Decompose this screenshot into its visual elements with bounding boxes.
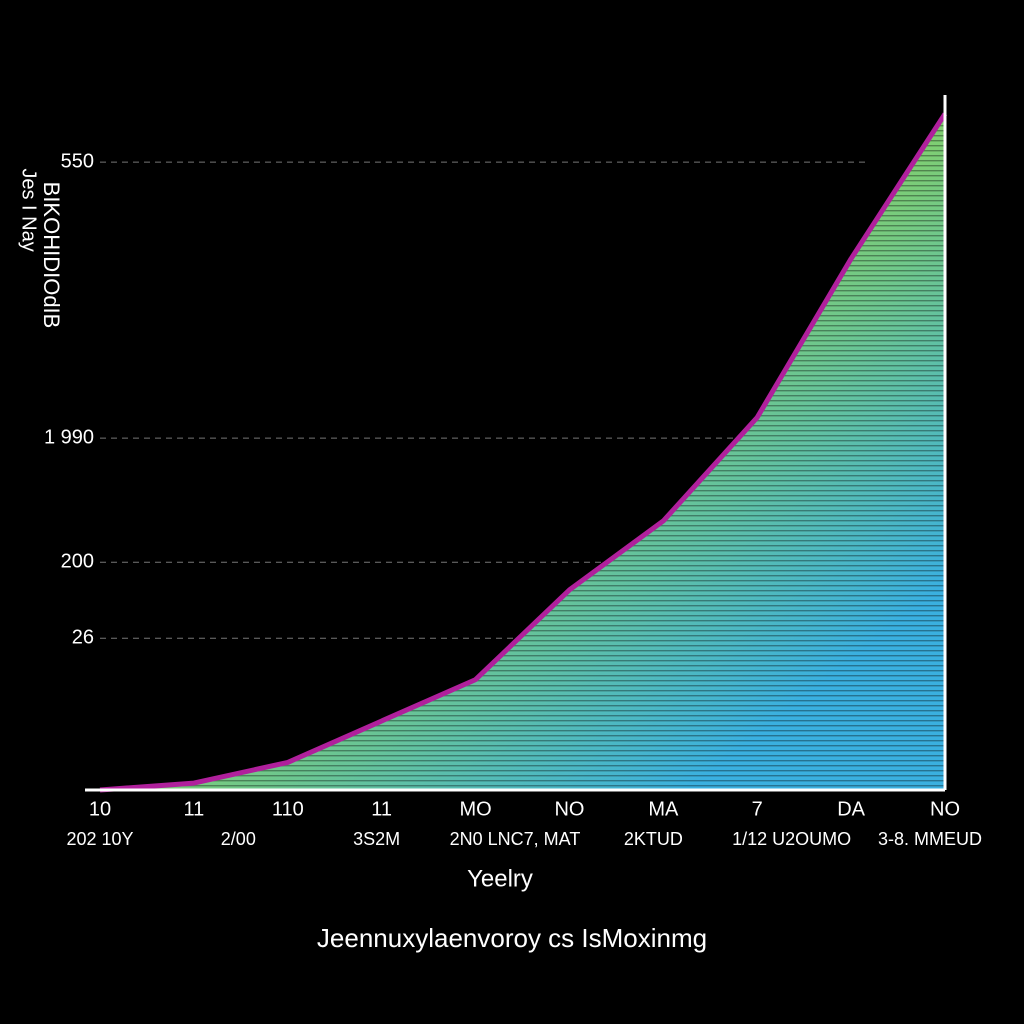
x-sublabel: 2N0 LNC7, MAT (450, 829, 581, 849)
x-tick-label: 11 (184, 798, 205, 820)
y-tick-label: 550 (61, 150, 94, 172)
area-edge (99, 112, 948, 793)
x-tick-label: MA (648, 798, 679, 820)
y-tick-label: 1 990 (44, 426, 94, 448)
x-tick-label: 110 (272, 798, 304, 820)
x-axis-label: Yeelry (467, 865, 533, 892)
x-sublabel: 3S2M (353, 829, 400, 849)
x-sublabel: 1/12 U2OUMO (732, 829, 851, 849)
area-texture (100, 113, 945, 791)
x-tick-label: 11 (371, 798, 392, 820)
x-tick-label: 7 (752, 798, 763, 820)
x-sublabel: 3-8. MMEUD (878, 829, 982, 849)
x-sublabel: 2KTUD (624, 829, 683, 849)
y-axis-label: BIKOHIDIOdIB (39, 182, 64, 329)
chart-title: Jeennuxylaenvoroy cs IsMoxinmg (317, 923, 707, 953)
x-tick-label: DA (837, 798, 865, 820)
y-tick-label: 200 (61, 551, 94, 573)
x-sublabel: 202 10Y (66, 829, 133, 849)
x-tick-label: MO (459, 798, 491, 820)
x-sublabel: 2/00 (221, 829, 256, 849)
x-tick-label: NO (930, 798, 960, 820)
y-axis-label-2: Jes I Nay (18, 168, 40, 251)
y-tick-label: 26 (72, 626, 94, 648)
x-tick-label: 10 (89, 798, 111, 820)
x-tick-label: NO (554, 798, 584, 820)
